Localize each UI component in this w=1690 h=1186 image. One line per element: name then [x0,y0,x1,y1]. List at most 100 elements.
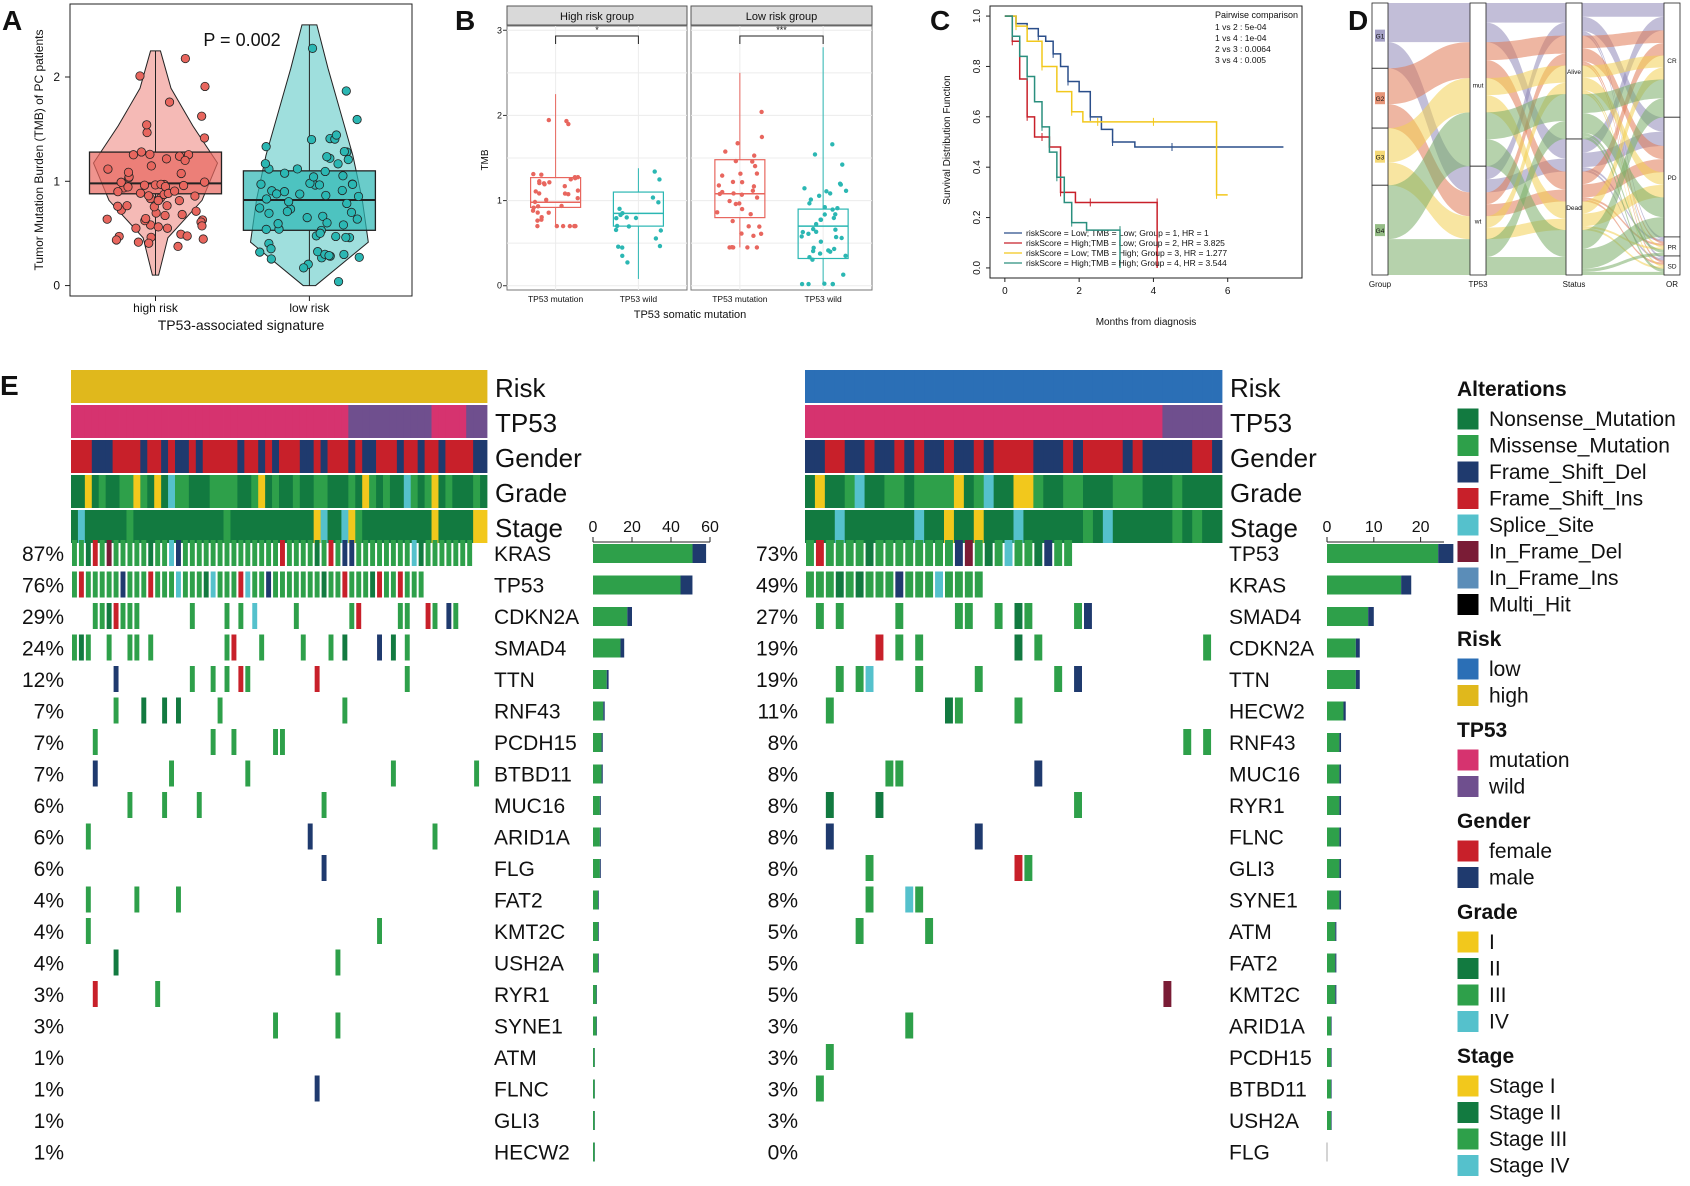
panel-e-annot-cell-right [1003,475,1014,508]
panel-e-legend-label: Stage I [1489,1075,1556,1098]
panel-e-bar-left [593,733,602,752]
panel-e-mutation-cell-left [390,540,396,566]
panel-e-annot-cell-right [973,510,985,543]
panel-e-annot-cell-left [181,405,190,438]
panel-e-annot-cell-left [84,510,93,543]
panel-e-annot-cell-right [1212,440,1223,473]
panel-e-mutation-cell-left [72,634,77,661]
panel-a-point [337,185,347,196]
panel-e-legend-label: Splice_Site [1489,514,1594,537]
panel-e-mutation-cell-left [127,540,133,566]
panel-a-point [342,198,352,209]
panel-a-point [347,179,358,189]
panel-b-ytick-label: 3 [497,25,502,35]
panel-e-mutation-cell-right [1203,634,1212,661]
panel-e-annot-cell-right [1092,370,1104,403]
panel-e-mutation-cell-left [169,540,174,566]
panel-e-mutation-cell-left [252,571,258,598]
panel-e-annot-cell-left [369,510,377,543]
panel-e-annot-cell-left [299,510,308,543]
panel-e-annot-cell-left [175,440,183,473]
panel-b-bracket [739,35,824,44]
panel-c-frame [989,5,1303,279]
panel-e-annot-label-right: Gender [1230,443,1317,473]
panel-e-annot-cell-right [1023,510,1034,543]
panel-e-mutation-cell-left [460,540,466,566]
panel-e-bar-right [1327,670,1356,689]
panel-e-annot-cell-left [147,475,155,508]
panel-e-annot-cell-right [1053,370,1064,403]
panel-d-axis-label: Group [1369,280,1392,289]
panel-a-point [282,206,292,217]
panel-a-xtick-label: low risk [289,301,330,315]
panel-e-bar-left [603,701,605,721]
panel-e-annot-cell-left [292,510,301,543]
panel-e-gene-right: GLI3 [1229,858,1275,881]
panel-e-mutation-cell-left [78,540,84,566]
panel-e-mutation-cell-left [293,571,299,598]
panel-b-point [745,245,750,250]
panel-e-annot-cell-left [265,370,273,403]
panel-e-mutation-cell-left [280,540,285,566]
panel-e-annot-cell-left [410,440,419,473]
panel-e-mutation-cell-left [453,540,459,566]
panel-a-point [308,172,319,182]
panel-d-flow [1486,3,1566,23]
panel-a-point [141,213,151,224]
panel-e-annot-cell-left [147,440,155,473]
panel-e-annot-cell-right [864,440,875,473]
panel-e-annot-cell-right [864,405,875,438]
panel-e-mutation-cell-left [127,634,133,661]
panel-a-point [135,71,145,81]
panel-e-annot-cell-right [894,475,905,508]
panel-e-annot-cell-right [1132,405,1143,438]
panel-e-annot-cell-left [306,405,315,438]
panel-e-percent-left: 12% [22,669,64,692]
panel-e-annot-cell-left [195,440,204,473]
panel-c-xtick-label: 4 [1151,286,1157,297]
panel-b-ylabel: TMB [480,149,491,170]
panel-e-mutation-cell-left [231,634,237,661]
panel-a-point [295,189,305,199]
panel-e-mutation-cell-left [390,634,396,661]
panel-e-annot-cell-right [934,370,945,403]
panel-e-annot-cell-left [258,405,266,438]
panel-b-point [759,109,764,115]
panel-e-mutation-cell-left [321,571,327,598]
panel-b-point [535,210,540,215]
panel-a-point [260,159,270,169]
panel-e-percent-right: 3% [768,1016,798,1039]
panel-e-mutation-cell-right [825,697,834,724]
panel-e-mutation-cell-left [266,540,272,566]
panel-e-annot-cell-right [1162,440,1173,473]
panel-e-annot-cell-left [258,475,266,508]
panel-c-ytick-label: 0.2 [972,210,983,224]
panel-label-d: D [1348,5,1368,36]
panel-b-point [817,251,823,256]
panel-e-annot-cell-left [452,405,460,438]
panel-e-mutation-cell-right [806,540,814,566]
panel-e-bar-left [601,733,603,752]
panel-b: 0 1 2 3 High risk group TP53 mutation TP53 wil… [480,5,873,321]
panel-c-pairwise-item: 3 vs 4 : 0.005 [1215,55,1266,65]
panel-b-point [532,199,538,205]
panel-b-point [843,188,849,194]
panel-e-annot-cell-left [348,370,356,403]
panel-b-point [539,217,544,222]
panel-a-point [333,159,343,169]
panel-e-annot-cell-left [84,440,93,473]
panel-b-point [843,253,848,259]
panel-e-gene-left: ATM [494,1047,537,1070]
panel-e-percent-left: 24% [22,638,64,661]
panel-e-annot-cell-right [1053,475,1064,508]
panel-b-point [807,201,812,206]
panel-e-bar-right [1327,638,1356,658]
panel-e-mutation-cell-left [474,760,480,787]
panel-e-mutation-cell-left [85,823,91,850]
panel-e-mutation-cell-left [377,540,382,566]
panel-e-annot-cell-left [480,370,488,403]
panel-d-stratum-label: SD [1667,263,1676,270]
panel-e-annot-cell-left [452,440,460,473]
panel-d-flow [1582,67,1664,214]
panel-e-annot-cell-left [161,405,169,438]
